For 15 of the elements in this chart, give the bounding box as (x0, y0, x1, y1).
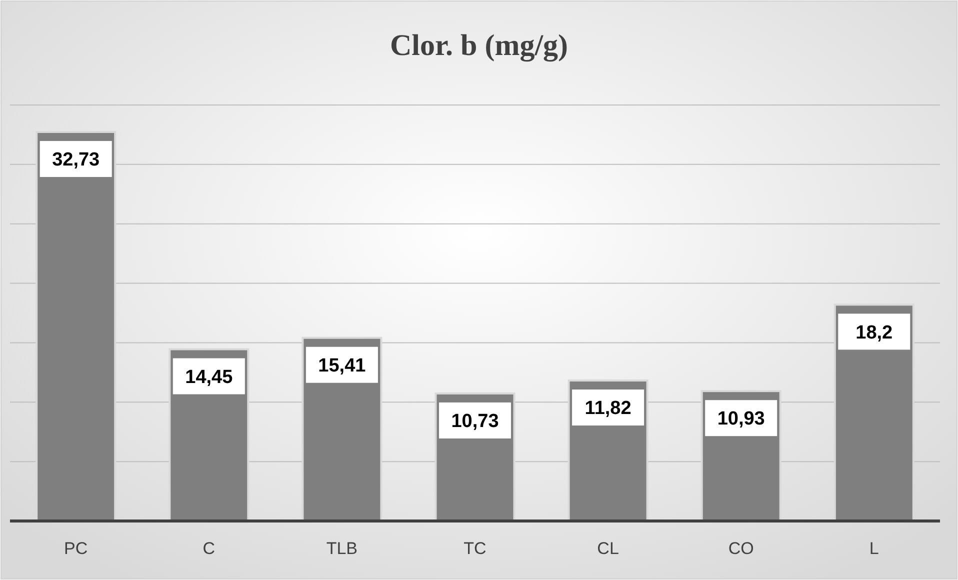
data-label: 15,41 (318, 355, 366, 376)
x-tick-label: L (869, 539, 879, 558)
x-tick-label: TLB (326, 539, 358, 558)
data-label: 32,73 (52, 150, 100, 171)
data-label: 18,2 (856, 322, 893, 344)
data-label: 10,73 (451, 411, 499, 432)
data-label: 14,45 (185, 366, 234, 388)
x-tick-label: C (202, 539, 216, 558)
data-label: 11,82 (584, 398, 632, 420)
data-label: 10,93 (717, 408, 765, 430)
x-tick-label: PC (64, 539, 88, 558)
x-tick-label: TC (464, 539, 486, 558)
x-tick-label: CO (728, 539, 754, 558)
x-tick-label: CL (597, 539, 619, 558)
chart-title: Clor. b (mg/g) (390, 29, 568, 62)
